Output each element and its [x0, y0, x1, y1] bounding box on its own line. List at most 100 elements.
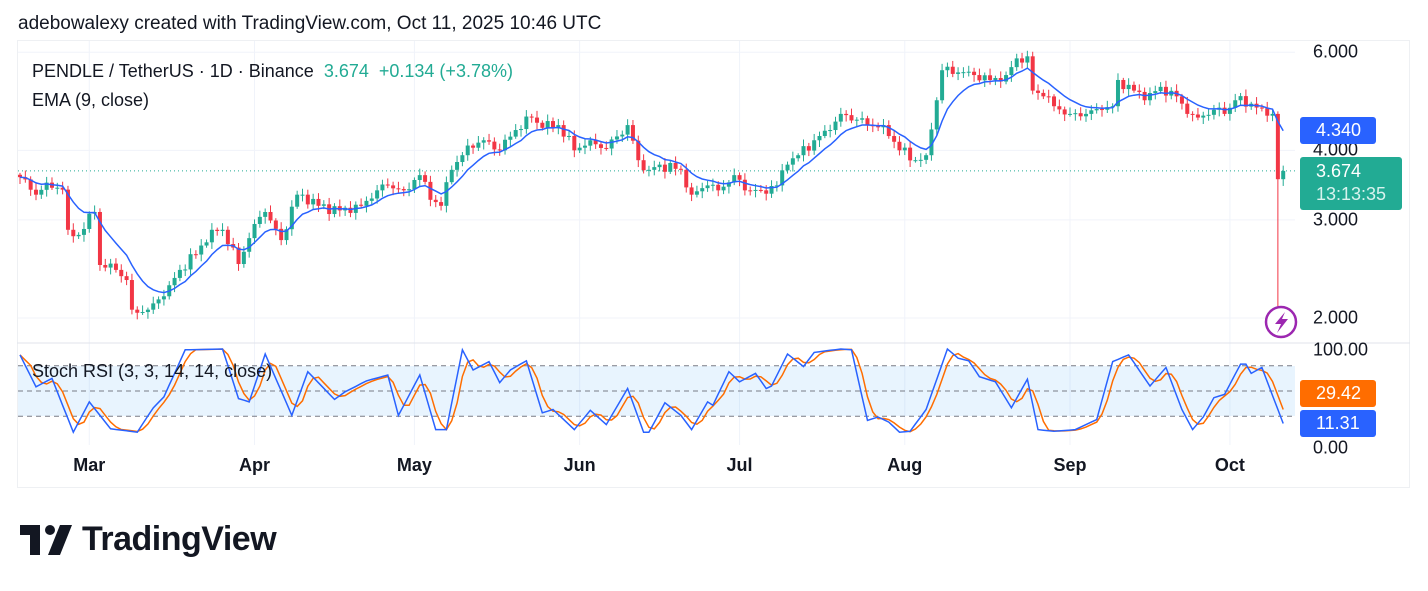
candle-up	[1227, 107, 1232, 114]
stoch-rsi-legend[interactable]: Stoch RSI (3, 3, 14, 14, close)	[32, 361, 273, 381]
candle-down	[348, 207, 353, 213]
candle-down	[401, 189, 406, 191]
candle-down	[662, 164, 667, 172]
candle-up	[854, 119, 859, 121]
candle-up	[55, 187, 60, 189]
candle-up	[625, 125, 630, 135]
candle-down	[908, 147, 913, 161]
candle-down	[1243, 96, 1248, 107]
time-axis-label: Aug	[887, 455, 923, 475]
candle-down	[1190, 113, 1195, 115]
candle-up	[646, 169, 651, 171]
candle-up	[247, 238, 252, 252]
candle-up	[241, 251, 246, 265]
candle-down	[273, 220, 278, 229]
candle-down	[279, 228, 284, 241]
candle-down	[998, 77, 1003, 82]
candle-up	[721, 186, 726, 191]
candle-down	[764, 190, 769, 194]
candle-down	[1121, 79, 1126, 90]
candle-down	[103, 264, 108, 268]
price-change: +0.134 (+3.78%)	[378, 61, 513, 81]
candle-up	[726, 182, 731, 187]
candle-up	[700, 188, 705, 192]
candle-up	[161, 296, 166, 300]
symbol-legend[interactable]: PENDLE / TetherUS · 1D · Binance 3.674 +…	[32, 61, 513, 82]
candle-up	[945, 66, 950, 71]
candle-down	[737, 175, 742, 180]
candle-up	[753, 189, 758, 191]
candle-up	[311, 198, 316, 205]
candle-down	[1185, 103, 1190, 114]
bar-countdown: 13:13:35	[1316, 184, 1387, 204]
candle-up	[1147, 93, 1152, 101]
candle-down	[135, 309, 140, 313]
candle-down	[876, 126, 881, 128]
candle-down	[193, 254, 198, 256]
ema-legend[interactable]: EMA (9, close)	[32, 90, 150, 110]
candle-up	[81, 228, 86, 235]
candle-up	[801, 146, 806, 156]
candle-down	[540, 122, 545, 128]
candle-up	[503, 139, 508, 151]
candle-up	[257, 216, 262, 224]
candle-down	[471, 145, 476, 148]
candle-up	[1233, 100, 1238, 108]
candle-down	[497, 149, 502, 151]
price-axis-tick: 3.000	[1313, 209, 1359, 230]
stoch-bands	[18, 365, 1295, 417]
candle-up	[375, 190, 380, 199]
candle-down	[1195, 114, 1200, 118]
candle-up	[961, 72, 966, 74]
candle-up	[140, 312, 145, 314]
candle-up	[582, 145, 587, 148]
candle-up	[817, 136, 822, 141]
candle-up	[39, 189, 44, 195]
candle-down	[551, 121, 555, 129]
candle-up	[790, 158, 795, 165]
candle-up	[172, 277, 177, 286]
candle-up	[508, 136, 513, 140]
candle-up	[1014, 58, 1019, 68]
stoch-d-tag: 29.42	[1300, 380, 1376, 407]
candle-up	[929, 129, 934, 156]
candle-up	[476, 142, 481, 148]
candle-down	[535, 117, 540, 123]
time-axis-label: Oct	[1214, 455, 1245, 475]
candle-down	[598, 144, 603, 148]
tradingview-logo[interactable]: TradingView	[20, 520, 277, 559]
candle-down	[385, 184, 390, 186]
tradingview-logo-text: TradingView	[82, 520, 277, 558]
candle-up	[1126, 84, 1131, 90]
candle-up	[1089, 110, 1094, 114]
candle-up	[940, 70, 945, 101]
candle-up	[913, 160, 918, 162]
candle-down	[849, 115, 854, 121]
candle-up	[934, 100, 939, 130]
time-axis-label: Sep	[1053, 455, 1087, 475]
candle-down	[439, 202, 444, 206]
candle-up	[156, 299, 161, 304]
candle-down	[748, 190, 753, 192]
candle-down	[950, 66, 955, 74]
candle-down	[60, 187, 65, 190]
candle-up	[188, 254, 193, 270]
candle-up	[220, 229, 225, 231]
candle-down	[806, 146, 811, 151]
alert-lightning-icon[interactable]	[1264, 305, 1298, 339]
candle-down	[1163, 86, 1168, 96]
candle-up	[956, 72, 961, 74]
candle-up	[828, 130, 833, 132]
candle-down	[225, 229, 230, 245]
candle-up	[460, 155, 465, 163]
candle-up	[657, 164, 662, 168]
candle-up	[1073, 113, 1078, 115]
stoch-axis-tick: 100.00	[1313, 339, 1369, 360]
candle-up	[289, 206, 294, 230]
candle-down	[572, 135, 577, 151]
candle-down	[433, 199, 438, 203]
candle-down	[1179, 96, 1184, 104]
candle-down	[1275, 113, 1280, 180]
candle-down	[988, 75, 993, 80]
